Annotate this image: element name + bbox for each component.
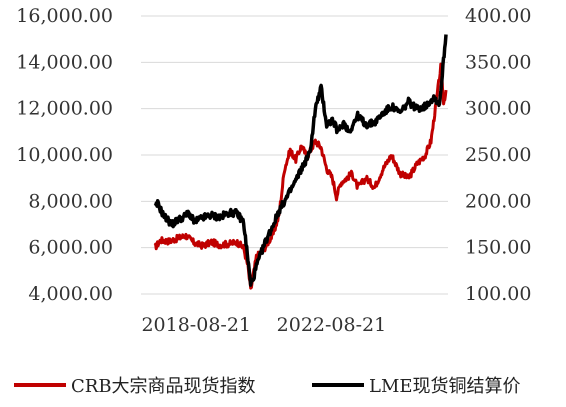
y-right-tick-label: 100.00 [465,283,531,305]
x-tick-label: 2022-08-21 [277,314,387,336]
y-right-tick-label: 350.00 [465,51,531,73]
y-left-tick-label: 16,000.00 [16,5,113,27]
y-left-tick-label: 10,000.00 [16,144,113,166]
y-right-tick-label: 250.00 [465,144,531,166]
y-right-tick-label: 150.00 [465,237,531,259]
legend-label-crb: CRB大宗商品现货指数 [71,376,256,397]
y-right-tick-label: 400.00 [465,5,531,27]
series-group [153,34,448,290]
series-line-crb [153,62,448,290]
series-line-lme [153,34,448,287]
legend-label-lme: LME现货铜结算价 [369,376,521,397]
y-left-tick-label: 6,000.00 [28,237,113,259]
legend: CRB大宗商品现货指数 LME现货铜结算价 [14,376,521,397]
x-tick-label: 2018-08-21 [141,314,251,336]
y-right-tick-label: 200.00 [465,190,531,212]
y-left-tick-label: 4,000.00 [28,283,113,305]
y-left-tick-label: 12,000.00 [16,98,113,120]
gridlines [141,15,448,295]
y-right-tick-label: 300.00 [465,98,531,120]
y-left-tick-label: 8,000.00 [28,190,113,212]
tick-labels: 4,000.00 6,000.00 8,000.00 10,000.00 12,000.… [16,5,531,336]
y-left-tick-label: 14,000.00 [16,51,113,73]
